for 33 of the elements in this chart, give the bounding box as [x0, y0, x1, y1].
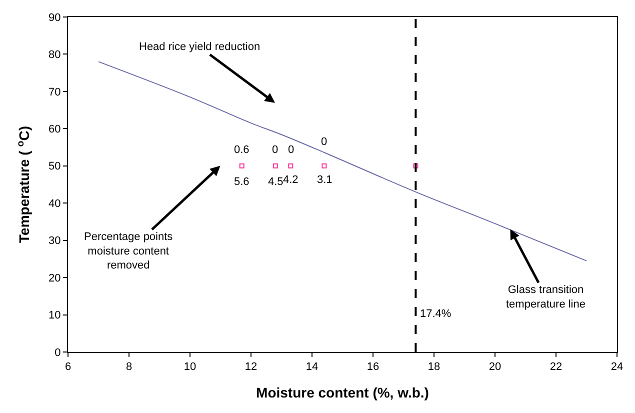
annotation: Glass transition temperature line [506, 284, 586, 310]
x-tick-label: 24 [610, 361, 624, 374]
annotation: 0 [321, 136, 328, 148]
annotation: Head rice yield reduction [139, 41, 260, 53]
x-axis-title: Moisture content (%, w.b.) [256, 384, 429, 400]
x-tick-label: 22 [550, 361, 562, 374]
x-tick-label: 20 [488, 361, 502, 374]
y-tick-label: 80 [48, 49, 61, 62]
annotation: 4.2 [283, 174, 298, 186]
annotation: 0 [272, 144, 278, 156]
ref-line-label: 17.4% [420, 308, 452, 320]
x-tick-label: 6 [64, 361, 72, 374]
y-tick-label: 20 [48, 272, 61, 284]
annotation: 4.5 [268, 176, 284, 188]
x-tick-label: 10 [184, 361, 196, 374]
y-tick-label: 50 [48, 160, 61, 173]
y-tick-label: 90 [48, 12, 61, 24]
annotation: Percentage points moisture content removed [84, 231, 174, 272]
x-tick-label: 16 [366, 361, 380, 374]
y-tick-label: 70 [48, 86, 61, 98]
y-tick-label: 0 [54, 346, 61, 359]
y-tick-label: 40 [48, 198, 61, 210]
annotation: 0.6 [234, 144, 250, 156]
annotation: 5.6 [234, 176, 250, 188]
x-tick-label: 12 [244, 361, 258, 374]
annotation: 3.1 [317, 174, 332, 186]
x-tick-label: 14 [306, 361, 318, 374]
x-tick-label: 8 [126, 361, 132, 374]
x-tick-label: 18 [428, 361, 440, 374]
y-tick-label: 60 [48, 124, 61, 136]
y-tick-label: 10 [48, 310, 61, 322]
y-tick-label: 30 [48, 235, 61, 248]
annotation: 0 [288, 144, 294, 156]
